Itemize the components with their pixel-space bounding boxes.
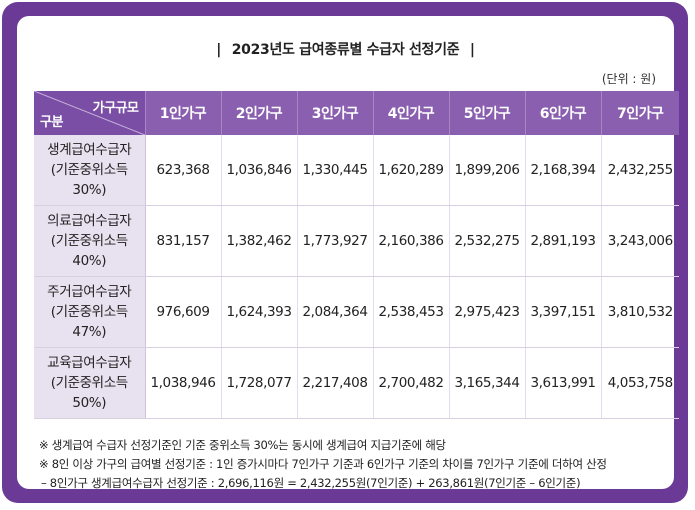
page-title: | 2023년도 급여종류별 수급자 선정기준 |: [17, 39, 674, 59]
table-cell: 1,036,846: [221, 135, 298, 206]
title-text: 2023년도 급여종류별 수급자 선정기준: [231, 42, 460, 58]
corner-category: 구분: [40, 115, 63, 130]
table-cell: 2,217,408: [297, 347, 374, 419]
table-cell: 3,165,344: [449, 347, 526, 419]
table-cell: 1,773,927: [297, 205, 374, 277]
diagonal-divider: [34, 91, 145, 135]
row-label-line: (기준중위소득: [50, 304, 128, 320]
table-cell: 2,168,394: [525, 135, 602, 206]
table-cell: 1,899,206: [449, 135, 526, 206]
footnote: – 8인가구 생계급여수급자 선정기준 : 2,696,116원 = 2,432…: [41, 476, 581, 490]
column-header: 7인가구: [601, 91, 679, 135]
table-cell: 3,397,151: [525, 276, 602, 348]
table-cell: 2,538,453: [373, 276, 450, 348]
table-cell: 1,624,393: [221, 276, 298, 348]
row-label-line: (기준중위소득: [50, 375, 128, 391]
outer-frame: | 2023년도 급여종류별 수급자 선정기준 | (단위 : 원) 가구규모: [2, 2, 688, 503]
row-label-line: 30%): [72, 182, 107, 198]
column-header: 5인가구: [449, 91, 526, 135]
row-label-line: 의료급여수급자: [47, 213, 132, 229]
title-bar-right: |: [469, 42, 475, 58]
column-header: 1인가구: [145, 91, 222, 135]
column-header: 2인가구: [221, 91, 298, 135]
table-cell: 1,728,077: [221, 347, 298, 419]
column-header: 3인가구: [297, 91, 374, 135]
criteria-table: 가구규모 구분 1인가구 2인가구 3인가구 4인가구 5인가구 6인가구 7인…: [34, 91, 679, 419]
footnote: ※ 생계급여 수급자 선정기준인 기준 중위소득 30%는 동시에 생계급여 지…: [39, 438, 446, 452]
title-bar-left: |: [216, 42, 222, 58]
table-cell: 3,243,006: [601, 205, 679, 277]
row-label-line: (기준중위소득: [50, 162, 128, 178]
row-label-line: 생계급여수급자: [47, 142, 132, 158]
table-cell: 1,382,462: [221, 205, 298, 277]
corner-household-size: 가구규모: [92, 101, 139, 116]
table-cell: 623,368: [145, 135, 222, 206]
row-label-line: 47%): [72, 324, 107, 340]
table-cell: 976,609: [145, 276, 222, 348]
row-label: 주거급여수급자 (기준중위소득 47%): [34, 276, 146, 348]
table-cell: 1,620,289: [373, 135, 450, 206]
table-cell: 2,532,275: [449, 205, 526, 277]
table-cell: 3,810,532: [601, 276, 679, 348]
table-cell: 1,038,946: [145, 347, 222, 419]
row-label: 생계급여수급자 (기준중위소득 30%): [34, 135, 146, 206]
row-label-line: (기준중위소득: [50, 233, 128, 249]
table-row: 의료급여수급자 (기준중위소득 40%) 831,157 1,382,462 1…: [34, 205, 679, 277]
table-cell: 1,330,445: [297, 135, 374, 206]
column-header: 6인가구: [525, 91, 602, 135]
content-panel: | 2023년도 급여종류별 수급자 선정기준 | (단위 : 원) 가구규모: [17, 16, 679, 490]
column-header: 4인가구: [373, 91, 450, 135]
table-row: 주거급여수급자 (기준중위소득 47%) 976,609 1,624,393 2…: [34, 276, 679, 348]
table-cell: 2,975,423: [449, 276, 526, 348]
table-row: 교육급여수급자 (기준중위소득 50%) 1,038,946 1,728,077…: [34, 347, 679, 419]
header-row: 가구규모 구분 1인가구 2인가구 3인가구 4인가구 5인가구 6인가구 7인…: [34, 91, 679, 135]
row-label-line: 교육급여수급자: [47, 355, 132, 371]
row-label-line: 40%): [72, 253, 107, 269]
table-cell: 2,084,364: [297, 276, 374, 348]
row-label-line: 50%): [72, 395, 107, 411]
table-cell: 831,157: [145, 205, 222, 277]
unit-label: (단위 : 원): [601, 72, 656, 86]
table-row: 생계급여수급자 (기준중위소득 30%) 623,368 1,036,846 1…: [34, 135, 679, 206]
footnote: ※ 8인 이상 가구의 급여별 선정기준 : 1인 증가시마다 7인가구 기준과…: [39, 457, 607, 471]
table-cell: 2,700,482: [373, 347, 450, 419]
table-cell: 2,432,255: [601, 135, 679, 206]
table-cell: 2,160,386: [373, 205, 450, 277]
corner-header: 가구규모 구분: [34, 91, 146, 135]
row-label-line: 주거급여수급자: [47, 284, 132, 300]
table-cell: 2,891,193: [525, 205, 602, 277]
row-label: 의료급여수급자 (기준중위소득 40%): [34, 205, 146, 277]
footnotes: ※ 생계급여 수급자 선정기준인 기준 중위소득 30%는 동시에 생계급여 지…: [39, 436, 607, 493]
table-cell: 4,053,758: [601, 347, 679, 419]
row-label: 교육급여수급자 (기준중위소득 50%): [34, 347, 146, 419]
table-cell: 3,613,991: [525, 347, 602, 419]
